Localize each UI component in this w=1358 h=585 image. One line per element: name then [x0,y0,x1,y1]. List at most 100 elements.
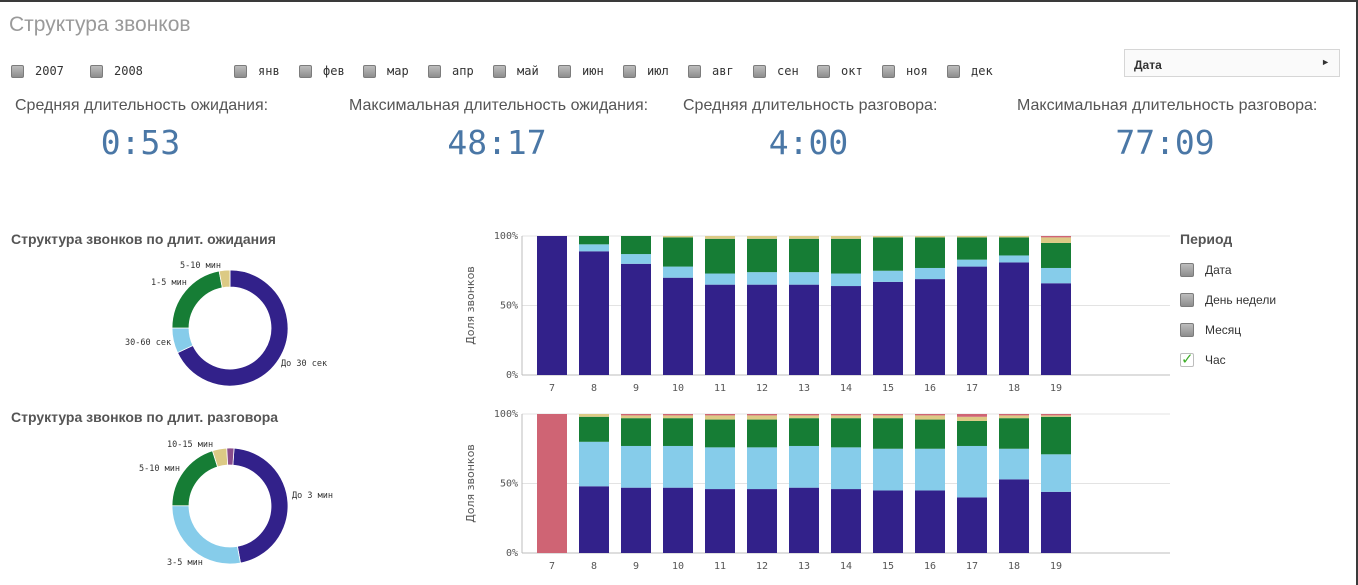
bar-segment[interactable] [789,414,819,416]
bar-segment[interactable] [747,272,777,285]
bar-segment[interactable] [579,244,609,252]
checkbox-icon[interactable] [11,64,24,78]
bar-segment[interactable] [789,487,819,553]
bar-segment[interactable] [621,414,651,416]
bar-segment[interactable] [873,237,903,271]
bar-segment[interactable] [999,414,1029,416]
bar-segment[interactable] [831,414,861,416]
donut-slice[interactable] [218,269,231,289]
bar-segment[interactable] [957,259,987,267]
bar-segment[interactable] [663,487,693,553]
donut-slice[interactable] [171,505,241,565]
bar-segment[interactable] [915,237,945,268]
checkbox-icon[interactable] [1180,323,1194,337]
bar-segment[interactable] [999,415,1029,419]
bar-segment[interactable] [873,414,903,416]
bar-segment[interactable] [789,284,819,375]
bar-segment[interactable] [579,441,609,487]
bar-segment[interactable] [1041,454,1071,492]
bar-segment[interactable] [621,445,651,488]
donut-slice[interactable] [171,450,219,507]
bar-segment[interactable] [621,254,651,264]
bar-segment[interactable] [1041,242,1071,268]
bar-segment[interactable] [789,415,819,419]
year-filter-2008[interactable]: 2008 [90,62,143,80]
checkbox-icon[interactable] [363,64,376,78]
bar-segment[interactable] [663,277,693,375]
bar-segment[interactable] [915,419,945,449]
bar-segment[interactable] [579,236,609,245]
month-filter-aug[interactable]: авг [688,62,734,80]
bar-segment[interactable] [915,279,945,375]
bar-segment[interactable] [873,448,903,491]
month-filter-jul[interactable]: июл [623,62,669,80]
bar-segment[interactable] [957,445,987,498]
bar-segment[interactable] [831,236,861,239]
period-option-month[interactable]: Месяц [1180,315,1276,345]
period-option-hour[interactable]: Час [1180,345,1276,375]
bar-segment[interactable] [537,236,567,375]
bar-segment[interactable] [999,418,1029,449]
bar-segment[interactable] [957,497,987,553]
bar-segment[interactable] [1041,267,1071,284]
bar-segment[interactable] [621,418,651,446]
period-option-date[interactable]: Дата [1180,255,1276,285]
month-filter-jun[interactable]: июн [558,62,604,80]
donut-slice[interactable] [232,447,289,564]
bar-segment[interactable] [789,272,819,285]
expand-arrow-icon[interactable]: ► [1321,57,1330,67]
bar-segment[interactable] [873,418,903,449]
bar-segment[interactable] [789,236,819,239]
bar-segment[interactable] [537,414,567,553]
bar-segment[interactable] [999,262,1029,375]
bar-segment[interactable] [1041,283,1071,375]
donut-slice[interactable] [176,269,289,387]
checkbox-icon[interactable] [623,64,636,78]
checkbox-icon[interactable] [428,64,441,78]
month-filter-oct[interactable]: окт [817,62,863,80]
bar-segment[interactable] [747,284,777,375]
bar-segment[interactable] [705,419,735,448]
bar-segment[interactable] [957,416,987,421]
bar-segment[interactable] [915,415,945,420]
bar-segment[interactable] [957,237,987,260]
bar-segment[interactable] [747,419,777,448]
year-filter-2007[interactable]: 2007 [11,62,64,80]
checkbox-icon[interactable] [882,64,895,78]
bar-segment[interactable] [747,447,777,490]
bar-segment[interactable] [621,263,651,375]
bar-segment[interactable] [747,415,777,420]
bar-segment[interactable] [705,284,735,375]
month-filter-mar[interactable]: мар [363,62,409,80]
bar-segment[interactable] [705,414,735,416]
bar-segment[interactable] [705,238,735,274]
bar-segment[interactable] [915,490,945,553]
bar-segment[interactable] [831,286,861,375]
bar-segment[interactable] [831,489,861,553]
bar-segment[interactable] [957,420,987,446]
bar-segment[interactable] [831,273,861,287]
bar-segment[interactable] [1041,491,1071,553]
bar-segment[interactable] [663,415,693,419]
bar-segment[interactable] [1041,237,1071,243]
bar-segment[interactable] [999,237,1029,256]
checkbox-icon[interactable] [558,64,571,78]
checkbox-icon[interactable] [947,64,960,78]
bar-segment[interactable] [957,414,987,417]
bar-segment[interactable] [1041,415,1071,417]
month-filter-apr[interactable]: апр [428,62,474,80]
checkbox-icon[interactable] [234,64,247,78]
bar-segment[interactable] [831,238,861,274]
bar-segment[interactable] [747,414,777,416]
bar-segment[interactable] [663,445,693,488]
bar-segment[interactable] [621,236,651,255]
month-filter-jan[interactable]: янв [234,62,280,80]
bar-segment[interactable] [957,266,987,375]
checkbox-icon[interactable] [1180,293,1194,307]
checkbox-icon[interactable] [493,64,506,78]
bar-segment[interactable] [1041,236,1071,238]
bar-segment[interactable] [663,236,693,238]
month-filter-dec[interactable]: дек [947,62,993,80]
period-option-weekday[interactable]: День недели [1180,285,1276,315]
bar-segment[interactable] [789,445,819,488]
